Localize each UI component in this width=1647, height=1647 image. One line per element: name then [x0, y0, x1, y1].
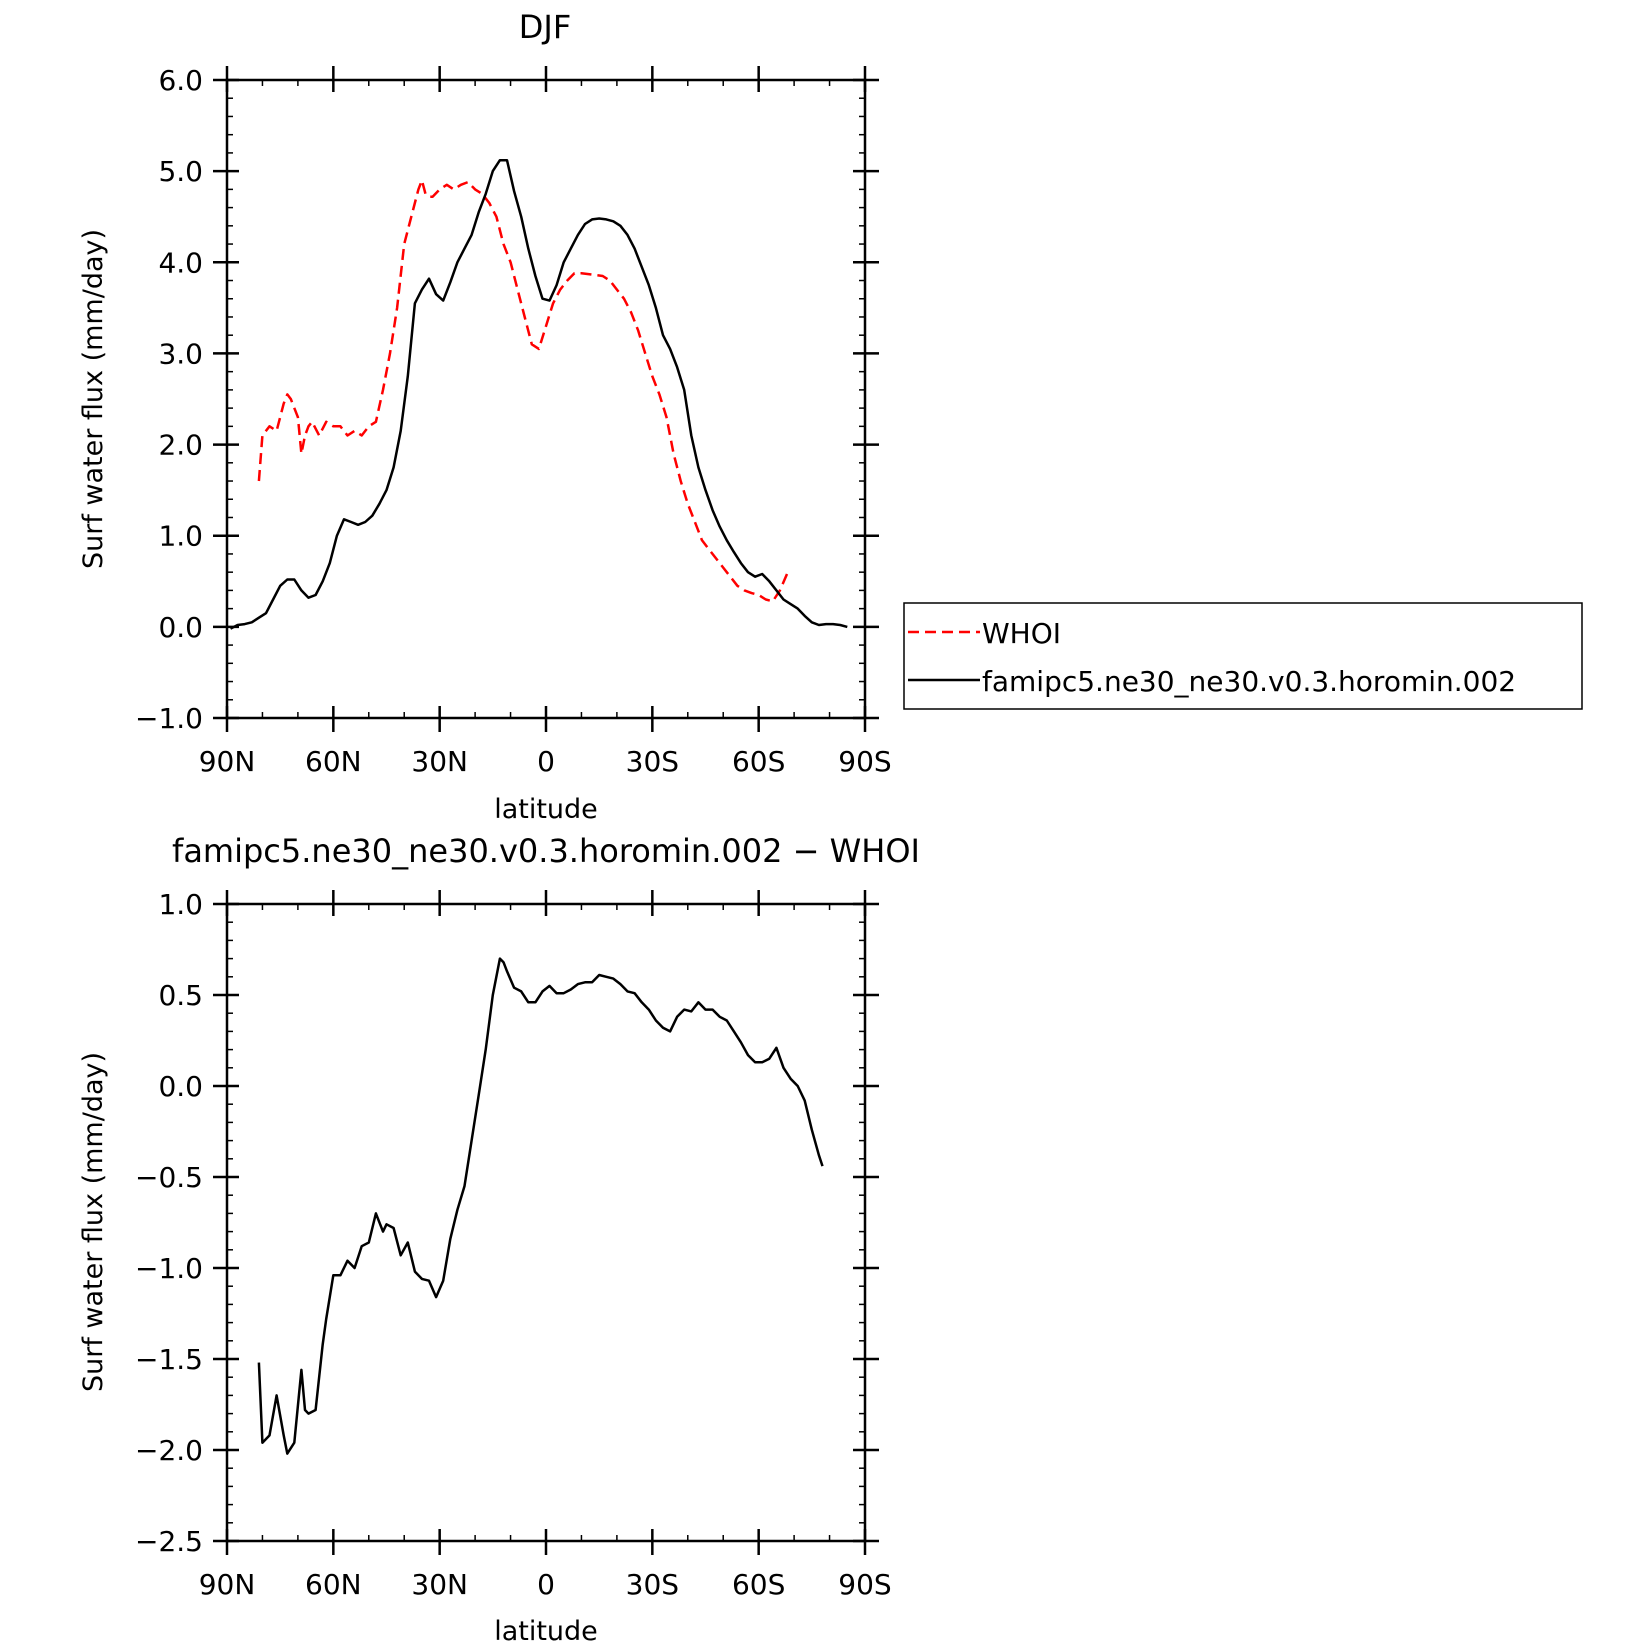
x-tick-label: 0 [537, 745, 555, 778]
y-tick-label: 3.0 [158, 337, 203, 370]
top-plot-frame [225, 78, 867, 720]
y-tick-label: 1.0 [158, 520, 203, 553]
y-tick-label: 6.0 [158, 64, 203, 97]
y-tick-label: −1.5 [135, 1343, 203, 1376]
x-tick-label: 90S [838, 745, 891, 778]
x-tick-label: 30S [626, 745, 679, 778]
legend-whoi-label: WHOI [982, 617, 1061, 650]
y-tick-label: 0.0 [158, 611, 203, 644]
x-tick-label: 90N [199, 745, 256, 778]
bottom-y-axis-label: Surf water flux (mm/day) [78, 1052, 109, 1392]
top-x-axis-label: latitude [494, 794, 598, 825]
y-tick-label: 1.0 [158, 888, 203, 921]
x-tick-label: 60S [732, 745, 785, 778]
legend-model-label: famipc5.ne30_ne30.v0.3.horomin.002 [982, 665, 1516, 698]
y-tick-label: −0.5 [135, 1161, 203, 1194]
y-tick-label: 2.0 [158, 429, 203, 462]
x-tick-label: 60S [732, 1568, 785, 1601]
top-x-tick-labels: 90N 60N 30N 0 30S 60S 90S [199, 745, 892, 778]
y-tick-label: −2.0 [135, 1434, 203, 1467]
bottom-x-tick-labels: 90N 60N 30N 0 30S 60S 90S [199, 1568, 892, 1601]
bottom-plot-frame [225, 902, 867, 1543]
legend-box [903, 602, 1583, 710]
x-tick-label: 90S [838, 1568, 891, 1601]
top-series-group [229, 158, 848, 630]
y-tick-label: −2.5 [135, 1525, 203, 1558]
bottom-y-tick-labels: 1.0 0.5 0.0 −0.5 −1.0 −1.5 −2.0 −2.5 [135, 888, 203, 1558]
top-title: DJF [519, 8, 571, 46]
bottom-x-axis-label: latitude [494, 1616, 598, 1647]
y-tick-label: 0.5 [158, 979, 203, 1012]
y-tick-label: −1.0 [135, 702, 203, 735]
bottom-title: famipc5.ne30_ne30.v0.3.horomin.002 − WHO… [172, 832, 920, 870]
y-tick-label: 0.0 [158, 1070, 203, 1103]
x-tick-label: 90N [199, 1568, 256, 1601]
whoi-series-line [257, 179, 789, 603]
y-tick-label: 5.0 [158, 155, 203, 188]
x-tick-label: 60N [305, 745, 362, 778]
x-tick-label: 30S [626, 1568, 679, 1601]
x-tick-label: 0 [537, 1568, 555, 1601]
y-tick-label: −1.0 [135, 1252, 203, 1285]
x-tick-label: 30N [411, 745, 468, 778]
difference-series-line [257, 957, 824, 1455]
top-y-axis-label: Surf water flux (mm/day) [78, 229, 109, 569]
legend: WHOI famipc5.ne30_ne30.v0.3.horomin.002 [903, 602, 1583, 710]
top-y-tick-labels: 6.0 5.0 4.0 3.0 2.0 1.0 0.0 −1.0 [135, 64, 203, 735]
bottom-series-group [257, 957, 824, 1455]
x-tick-label: 60N [305, 1568, 362, 1601]
bottom-panel: famipc5.ne30_ne30.v0.3.horomin.002 − WHO… [78, 832, 920, 1647]
y-tick-label: 4.0 [158, 246, 203, 279]
top-tick-marks [213, 66, 879, 732]
model-series-line [229, 158, 848, 630]
x-tick-label: 30N [411, 1568, 468, 1601]
top-panel: DJF 6.0 5.0 4.0 3.0 2.0 1.0 0.0 −1.0 90N 60N 30N 0… [78, 8, 892, 825]
